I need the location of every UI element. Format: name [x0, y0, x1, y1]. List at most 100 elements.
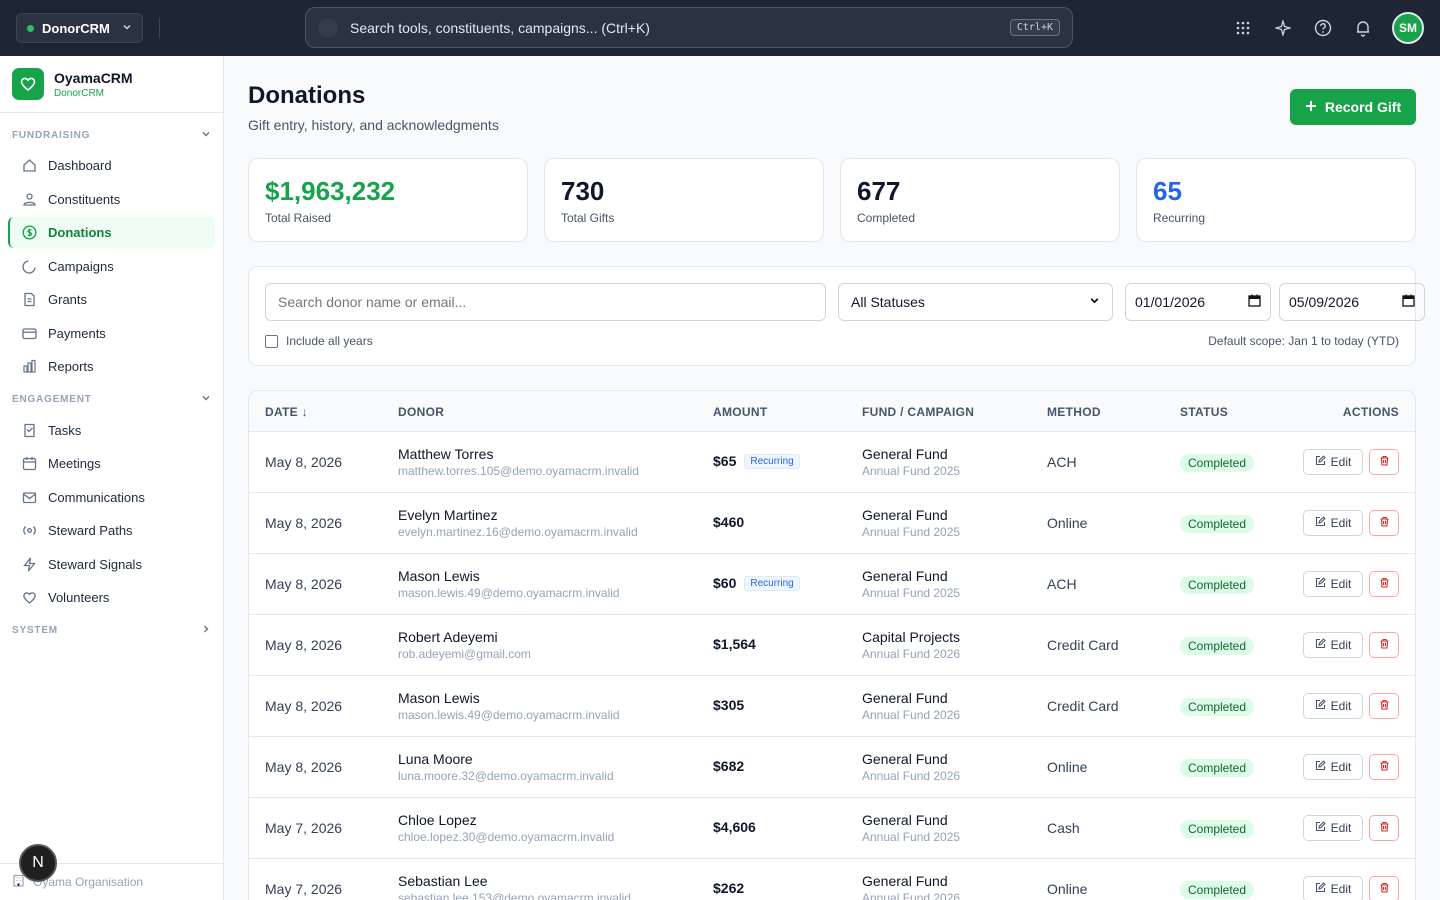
- section-header-engagement[interactable]: ENGAGEMENT: [0, 385, 223, 415]
- global-search[interactable]: Search tools, constituents, campaigns...…: [305, 7, 1073, 48]
- table-row[interactable]: May 8, 2026 Robert Adeyemi rob.adeyemi@gma…: [249, 615, 1415, 676]
- campaign-name: Annual Fund 2025: [862, 586, 961, 600]
- organisation-footer[interactable]: Oyama Organisation: [0, 863, 223, 900]
- stat-value: 65: [1153, 176, 1182, 206]
- sidebar-item-reports[interactable]: Reports: [8, 351, 215, 382]
- calendar-icon[interactable]: [1248, 294, 1261, 310]
- gift-date: May 8, 2026: [265, 698, 343, 714]
- date-to-value: 05/09/2026: [1289, 294, 1360, 310]
- status-select[interactable]: All Statuses: [838, 283, 1113, 321]
- edit-button[interactable]: Edit: [1303, 510, 1363, 536]
- status-dot-icon: [27, 24, 34, 32]
- sidebar-item-dashboard[interactable]: Dashboard: [8, 150, 215, 181]
- user-avatar[interactable]: SM: [1392, 12, 1424, 44]
- edit-button[interactable]: Edit: [1303, 876, 1363, 900]
- edit-button[interactable]: Edit: [1303, 449, 1363, 475]
- table-row[interactable]: May 7, 2026 Chloe Lopez chloe.lopez.30@dem…: [249, 798, 1415, 859]
- donor-name[interactable]: Mason Lewis: [398, 568, 480, 584]
- delete-button[interactable]: [1369, 632, 1399, 658]
- table-row[interactable]: May 8, 2026 Matthew Torres matthew.torres.…: [249, 432, 1415, 493]
- donor-cell[interactable]: Luna Moore luna.moore.32@demo.oyamacrm.in…: [398, 751, 614, 783]
- row-actions: Edit: [1303, 632, 1399, 658]
- chevron-down-icon: [122, 22, 132, 35]
- sidebar-item-donations[interactable]: Donations: [8, 217, 215, 248]
- delete-button[interactable]: [1369, 876, 1399, 900]
- donor-cell[interactable]: Sebastian Lee sebastian.lee.153@demo.oyam…: [398, 873, 631, 900]
- payment-method: ACH: [1047, 454, 1077, 470]
- donor-cell[interactable]: Evelyn Martinez evelyn.martinez.16@demo.o…: [398, 507, 638, 539]
- delete-button[interactable]: [1369, 510, 1399, 536]
- delete-button[interactable]: [1369, 449, 1399, 475]
- table-row[interactable]: May 8, 2026 Mason Lewis mason.lewis.49@dem…: [249, 676, 1415, 737]
- sidebar-item-grants[interactable]: Grants: [8, 284, 215, 315]
- dev-tools-badge[interactable]: N: [19, 844, 57, 882]
- apps-grid-icon[interactable]: [1232, 17, 1254, 39]
- include-all-years-checkbox[interactable]: [265, 334, 278, 348]
- table-row[interactable]: May 8, 2026 Evelyn Martinez evelyn.martine…: [249, 493, 1415, 554]
- table-row[interactable]: May 7, 2026 Sebastian Lee sebastian.lee.15…: [249, 859, 1415, 900]
- sidebar-item-meetings[interactable]: Meetings: [8, 448, 215, 479]
- donor-search-input[interactable]: [265, 283, 826, 321]
- record-gift-button[interactable]: Record Gift: [1290, 89, 1416, 125]
- delete-button[interactable]: [1369, 754, 1399, 780]
- sidebar-item-campaigns[interactable]: Campaigns: [8, 251, 215, 282]
- donor-name[interactable]: Robert Adeyemi: [398, 629, 498, 645]
- section-header-fundraising[interactable]: FUNDRAISING: [0, 120, 223, 150]
- bell-icon[interactable]: [1352, 17, 1374, 39]
- date-from-value: 01/01/2026: [1135, 294, 1206, 310]
- amount-cell: $682: [713, 758, 744, 774]
- status-cell: Completed: [1180, 637, 1255, 655]
- donor-name[interactable]: Luna Moore: [398, 751, 473, 767]
- donor-name[interactable]: Sebastian Lee: [398, 873, 488, 889]
- stat-label: Total Raised: [265, 211, 332, 225]
- delete-button[interactable]: [1369, 815, 1399, 841]
- sidebar-item-steward-paths[interactable]: Steward Paths: [8, 515, 215, 546]
- sidebar-item-label: Donations: [48, 225, 112, 240]
- sidebar-item-steward-signals[interactable]: Steward Signals: [8, 549, 215, 580]
- stat-value: 677: [857, 176, 901, 206]
- edit-button[interactable]: Edit: [1303, 815, 1363, 841]
- delete-button[interactable]: [1369, 693, 1399, 719]
- table-row[interactable]: May 8, 2026 Mason Lewis mason.lewis.49@dem…: [249, 554, 1415, 615]
- donor-cell[interactable]: Mason Lewis mason.lewis.49@demo.oyamacrm.…: [398, 568, 620, 600]
- edit-button[interactable]: Edit: [1303, 632, 1363, 658]
- sidebar-item-payments[interactable]: Payments: [8, 318, 215, 349]
- column-header-date[interactable]: DATE ↓: [265, 405, 308, 419]
- donor-name[interactable]: Matthew Torres: [398, 446, 494, 462]
- sidebar-item-constituents[interactable]: Constituents: [8, 184, 215, 215]
- sidebar-item-volunteers[interactable]: Volunteers: [8, 582, 215, 613]
- status-badge: Completed: [1180, 454, 1255, 472]
- sparkle-icon[interactable]: [1272, 17, 1294, 39]
- date-from-input[interactable]: 01/01/2026: [1125, 283, 1271, 321]
- donor-name[interactable]: Evelyn Martinez: [398, 507, 498, 523]
- help-icon[interactable]: [1312, 17, 1334, 39]
- calendar-icon[interactable]: [1402, 294, 1415, 310]
- delete-button[interactable]: [1369, 571, 1399, 597]
- date-to-input[interactable]: 05/09/2026: [1279, 283, 1425, 321]
- donations-table: DATE ↓ DONOR AMOUNT FUND / CAMPAIGN METHOD ST…: [248, 390, 1416, 900]
- brand[interactable]: OyamaCRM DonorCRM: [0, 56, 223, 113]
- edit-icon: [1315, 760, 1326, 774]
- sidebar-item-communications[interactable]: Communications: [8, 482, 215, 513]
- donor-cell[interactable]: Robert Adeyemi rob.adeyemi@gmail.com: [398, 629, 531, 661]
- donor-cell[interactable]: Mason Lewis mason.lewis.49@demo.oyamacrm.…: [398, 690, 620, 722]
- edit-button[interactable]: Edit: [1303, 571, 1363, 597]
- table-row[interactable]: May 8, 2026 Luna Moore luna.moore.32@demo.…: [249, 737, 1415, 798]
- donor-cell[interactable]: Matthew Torres matthew.torres.105@demo.oy…: [398, 446, 639, 478]
- top-actions: SM: [1232, 12, 1424, 44]
- amount-cell: $305: [713, 697, 744, 713]
- include-all-years[interactable]: Include all years: [265, 334, 373, 348]
- app-switcher[interactable]: DonorCRM: [16, 13, 143, 43]
- row-actions: Edit: [1303, 876, 1399, 900]
- gift-date: May 8, 2026: [265, 637, 343, 653]
- edit-button[interactable]: Edit: [1303, 754, 1363, 780]
- campaign-name: Annual Fund 2026: [862, 647, 961, 661]
- section-header-system[interactable]: SYSTEM: [0, 616, 223, 646]
- donor-cell[interactable]: Chloe Lopez chloe.lopez.30@demo.oyamacrm.…: [398, 812, 614, 844]
- donor-name[interactable]: Mason Lewis: [398, 690, 480, 706]
- edit-icon: [1315, 516, 1326, 530]
- edit-button[interactable]: Edit: [1303, 693, 1363, 719]
- shortcut-hint: Ctrl+K: [1009, 19, 1060, 36]
- sidebar-item-tasks[interactable]: Tasks: [8, 415, 215, 446]
- donor-name[interactable]: Chloe Lopez: [398, 812, 477, 828]
